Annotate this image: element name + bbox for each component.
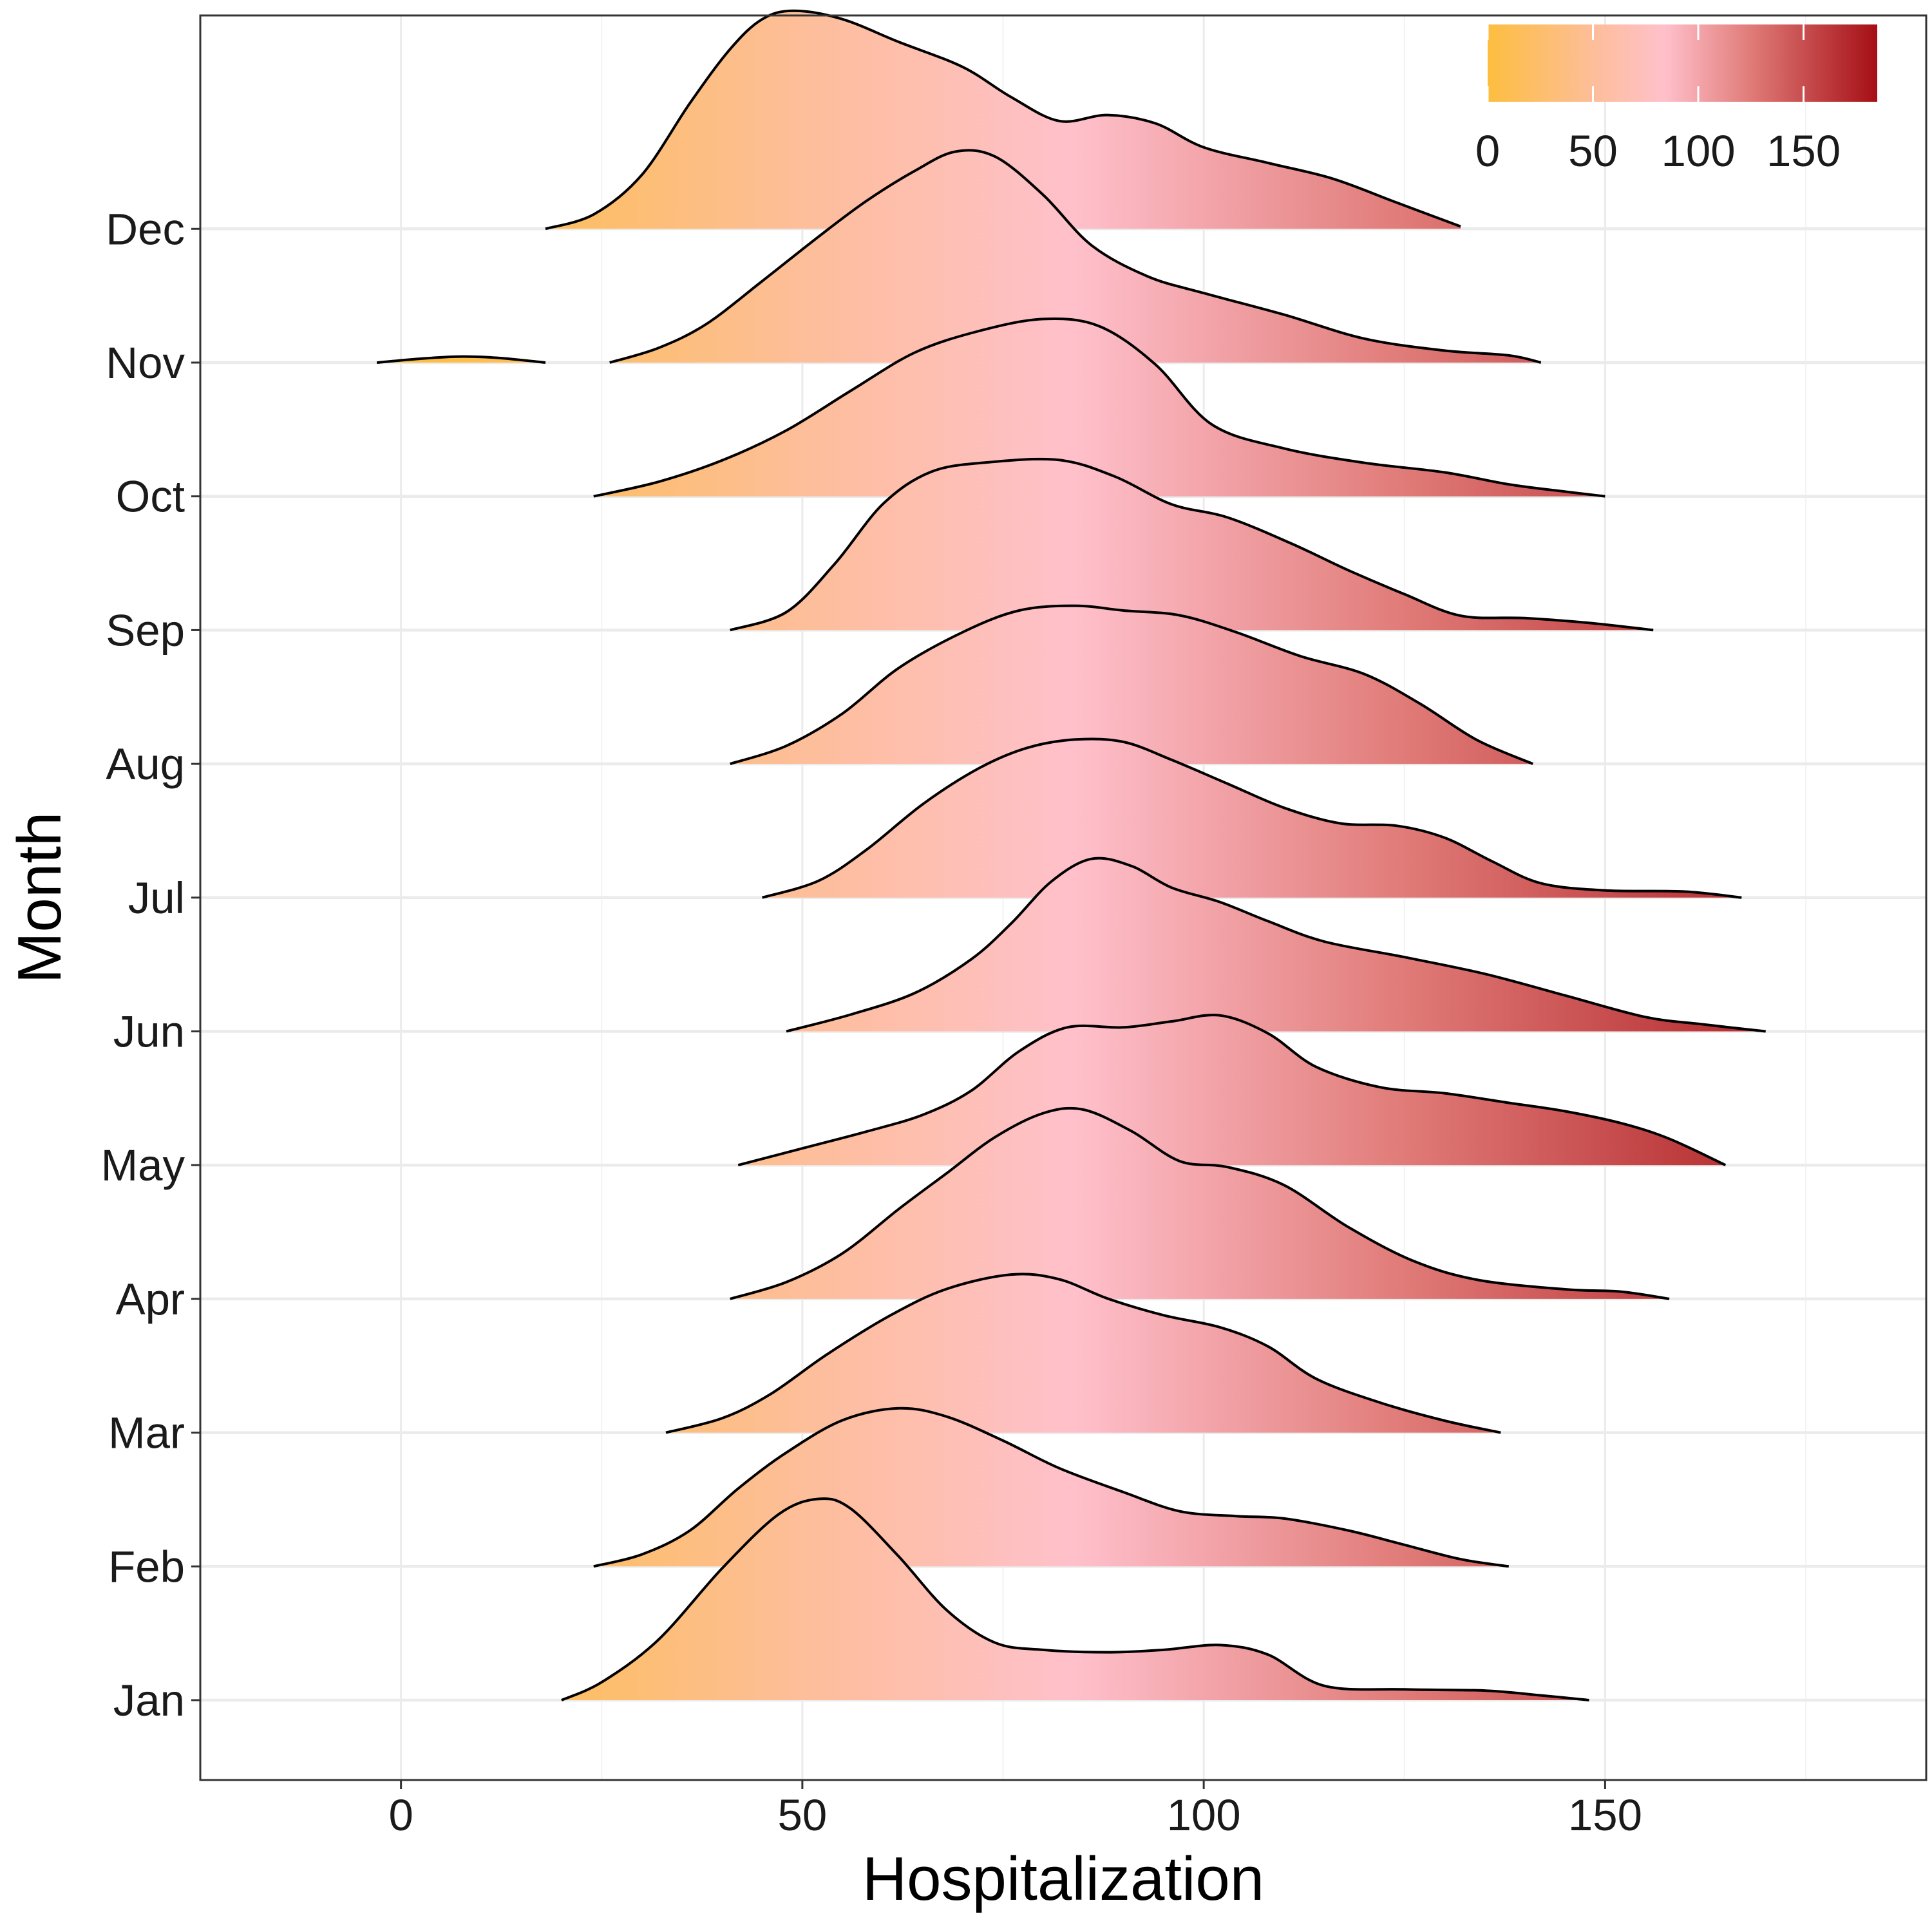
colorbar-tick-label: 150 (1766, 126, 1841, 176)
ridge-line-jun (786, 857, 1766, 1033)
colorbar-ticks: 0 50 100 150 (1475, 24, 1841, 176)
x-axis: 0 50 100 150 (388, 1780, 1642, 1840)
y-axis-title: Month (5, 812, 74, 984)
x-tick-label: 50 (778, 1790, 828, 1840)
x-axis-title: Hospitalization (862, 1844, 1264, 1913)
y-tick-label: May (101, 1141, 185, 1190)
ridge-fill-dec (545, 10, 1461, 229)
ridge-line-may (737, 1014, 1727, 1167)
ridge-fill-mar (666, 1274, 1501, 1433)
ridge-line-sep (730, 457, 1654, 632)
ridge-fill-may (738, 1015, 1726, 1166)
x-tick-label: 100 (1167, 1790, 1241, 1840)
x-tick-label: 0 (388, 1790, 413, 1840)
ridge-line-apr (730, 1106, 1670, 1300)
colorbar-tick-label: 0 (1475, 126, 1500, 176)
y-tick-label: Feb (108, 1542, 185, 1591)
x-tick-label: 150 (1568, 1790, 1642, 1840)
ridge-fill-apr (730, 1108, 1670, 1299)
y-tick-label: Nov (106, 338, 185, 388)
ridge-fill-nov (609, 150, 1541, 363)
ridge-line-oct (593, 317, 1605, 498)
y-tick-label: Mar (108, 1408, 185, 1458)
colorbar-tick-label: 100 (1661, 126, 1735, 176)
colorbar-legend: 0 50 100 150 (1475, 24, 1877, 176)
ridge-line-jul (762, 737, 1742, 899)
y-tick-label: Jan (113, 1676, 185, 1725)
y-tick-label: Aug (106, 739, 185, 789)
colorbar (1488, 24, 1877, 102)
ridge-line-nov (377, 355, 546, 364)
ridge-line-mar (665, 1273, 1501, 1434)
ridge-line-jan (561, 1497, 1589, 1701)
ridge-fill-jul (762, 739, 1742, 898)
ridge-fill-aug (730, 605, 1533, 764)
ridge-fill-jun (786, 858, 1766, 1032)
colorbar-tick-label: 50 (1568, 126, 1618, 176)
y-tick-label: Jul (128, 873, 185, 923)
ridge-fill-jan (561, 1499, 1589, 1700)
ridge-fill-oct (593, 318, 1605, 497)
ridge-line-feb (593, 1406, 1510, 1568)
y-tick-label: Apr (116, 1274, 185, 1324)
y-tick-label: Dec (106, 204, 185, 254)
ridges (377, 9, 1766, 1701)
y-tick-label: Oct (116, 472, 185, 522)
ridge-fill-nov (377, 356, 545, 363)
ridge-line-nov (609, 149, 1542, 364)
ridge-line-aug (730, 604, 1533, 766)
y-axis: Jan Feb Mar Apr May Jun Jul Aug Sep Oct Nov Dec (101, 204, 200, 1725)
ridge-fill-sep (730, 459, 1654, 630)
y-tick-label: Jun (113, 1007, 185, 1057)
y-tick-label: Sep (106, 605, 185, 655)
ridge-line-dec (545, 9, 1461, 231)
